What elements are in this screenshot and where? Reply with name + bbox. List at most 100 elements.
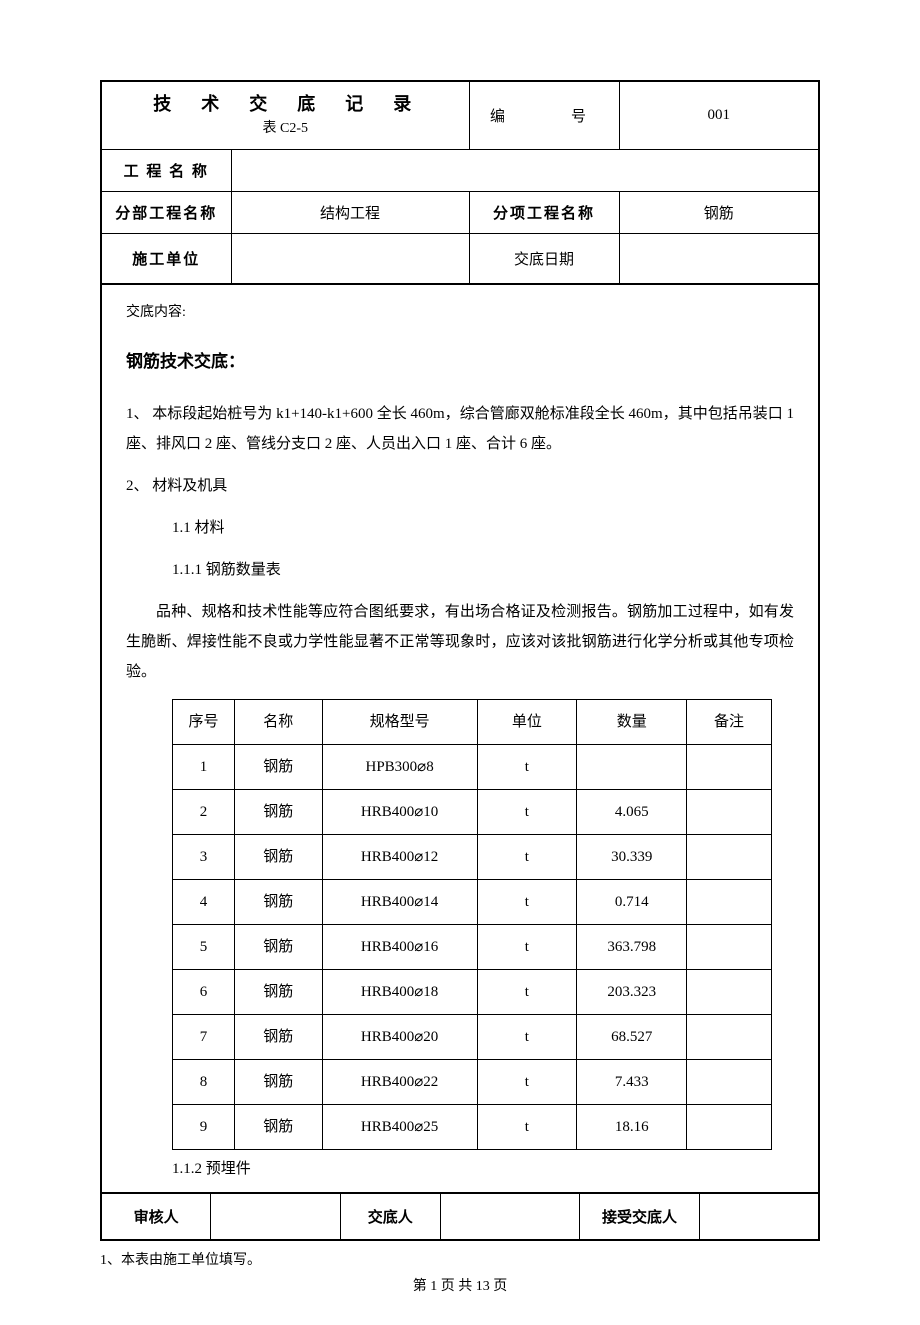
table-row: 8钢筋HRB400⌀22t7.433 (173, 1059, 772, 1104)
table-row: 6钢筋HRB400⌀18t203.323 (173, 969, 772, 1014)
table-cell (577, 744, 687, 789)
table-cell: 7.433 (577, 1059, 687, 1104)
table-cell: 钢筋 (234, 879, 322, 924)
content-body: 交底内容: 钢筋技术交底： 1、 本标段起始桩号为 k1+140-k1+600 … (100, 285, 820, 1192)
table-cell: t (477, 744, 577, 789)
table-cell: 钢筋 (234, 969, 322, 1014)
table-row: 2钢筋HRB400⌀10t4.065 (173, 789, 772, 834)
header-table: 技 术 交 底 记 录 表 C2-5 编 号 001 工 程 名 称 分部工程名… (100, 80, 820, 285)
table-cell: t (477, 969, 577, 1014)
subdiv-value: 结构工程 (231, 191, 469, 233)
table-cell (687, 1014, 772, 1059)
table-row: 7钢筋HRB400⌀20t68.527 (173, 1014, 772, 1059)
table-cell: t (477, 834, 577, 879)
quantity-col-3: 单位 (477, 699, 577, 744)
briefer-value (440, 1193, 580, 1240)
table-cell: HRB400⌀20 (322, 1014, 477, 1059)
table-cell: 5 (173, 924, 235, 969)
contractor-label: 施工单位 (101, 233, 231, 284)
table-cell: 钢筋 (234, 1059, 322, 1104)
table-cell: 203.323 (577, 969, 687, 1014)
table-cell: t (477, 879, 577, 924)
reviewer-value (211, 1193, 341, 1240)
table-row: 1钢筋HPB300⌀8t (173, 744, 772, 789)
date-value (619, 233, 819, 284)
table-cell: 68.527 (577, 1014, 687, 1059)
table-cell: t (477, 1014, 577, 1059)
table-cell: HRB400⌀16 (322, 924, 477, 969)
quantity-col-4: 数量 (577, 699, 687, 744)
table-cell: HRB400⌀25 (322, 1104, 477, 1149)
subitem-label: 分项工程名称 (469, 191, 619, 233)
table-cell: 钢筋 (234, 924, 322, 969)
para-6: 1.1.2 预埋件 (126, 1154, 794, 1184)
table-cell (687, 789, 772, 834)
quantity-col-1: 名称 (234, 699, 322, 744)
quantity-header-row: 序号名称规格型号单位数量备注 (173, 699, 772, 744)
table-row: 5钢筋HRB400⌀16t363.798 (173, 924, 772, 969)
doc-title-cell: 技 术 交 底 记 录 表 C2-5 (101, 81, 469, 149)
para-4: 1.1.1 钢筋数量表 (126, 555, 794, 585)
quantity-col-0: 序号 (173, 699, 235, 744)
proj-name-label: 工 程 名 称 (101, 149, 231, 191)
contractor-value (231, 233, 469, 284)
table-cell: 30.339 (577, 834, 687, 879)
table-cell: 4.065 (577, 789, 687, 834)
quantity-col-2: 规格型号 (322, 699, 477, 744)
subitem-value: 钢筋 (619, 191, 819, 233)
table-cell (687, 834, 772, 879)
table-cell (687, 924, 772, 969)
table-cell: 8 (173, 1059, 235, 1104)
quantity-col-5: 备注 (687, 699, 772, 744)
table-cell: HRB400⌀18 (322, 969, 477, 1014)
table-cell: 钢筋 (234, 834, 322, 879)
para-5: 品种、规格和技术性能等应符合图纸要求，有出场合格证及检测报告。钢筋加工过程中，如… (126, 597, 794, 687)
subdiv-label: 分部工程名称 (101, 191, 231, 233)
table-cell (687, 969, 772, 1014)
table-cell: 18.16 (577, 1104, 687, 1149)
para-2: 2、 材料及机具 (126, 471, 794, 501)
page-number: 第 1 页 共 13 页 (100, 1275, 820, 1295)
section-title: 钢筋技术交底： (126, 345, 794, 379)
table-cell: 钢筋 (234, 1014, 322, 1059)
table-row: 4钢筋HRB400⌀14t0.714 (173, 879, 772, 924)
briefer-label: 交底人 (340, 1193, 440, 1240)
code-value: 001 (619, 81, 819, 149)
table-cell: HRB400⌀10 (322, 789, 477, 834)
code-label: 编 号 (469, 81, 619, 149)
table-cell: 7 (173, 1014, 235, 1059)
table-cell: 钢筋 (234, 789, 322, 834)
doc-title: 技 术 交 底 记 录 (153, 94, 417, 114)
table-cell: HRB400⌀22 (322, 1059, 477, 1104)
table-cell: t (477, 1104, 577, 1149)
date-label: 交底日期 (469, 233, 619, 284)
reviewer-label: 审核人 (101, 1193, 211, 1240)
table-cell: 363.798 (577, 924, 687, 969)
signoff-table: 审核人 交底人 接受交底人 (100, 1192, 820, 1241)
table-cell: 钢筋 (234, 744, 322, 789)
quantity-body: 1钢筋HPB300⌀8t2钢筋HRB400⌀10t4.0653钢筋HRB400⌀… (173, 744, 772, 1149)
table-cell: HRB400⌀12 (322, 834, 477, 879)
proj-name-value (231, 149, 819, 191)
content-label: 交底内容: (126, 299, 794, 327)
table-cell: HPB300⌀8 (322, 744, 477, 789)
table-cell (687, 1104, 772, 1149)
table-cell: 3 (173, 834, 235, 879)
para-1: 1、 本标段起始桩号为 k1+140-k1+600 全长 460m，综合管廊双舱… (126, 399, 794, 459)
table-cell (687, 879, 772, 924)
footnote: 1、本表由施工单位填写。 (100, 1249, 820, 1269)
table-cell: 6 (173, 969, 235, 1014)
table-cell: 0.714 (577, 879, 687, 924)
table-cell (687, 744, 772, 789)
table-cell: t (477, 924, 577, 969)
table-cell: t (477, 789, 577, 834)
table-cell: 9 (173, 1104, 235, 1149)
receiver-value (699, 1193, 819, 1240)
table-row: 9钢筋HRB400⌀25t18.16 (173, 1104, 772, 1149)
table-row: 3钢筋HRB400⌀12t30.339 (173, 834, 772, 879)
table-cell: t (477, 1059, 577, 1104)
receiver-label: 接受交底人 (580, 1193, 700, 1240)
para-3: 1.1 材料 (126, 513, 794, 543)
table-cell: 钢筋 (234, 1104, 322, 1149)
table-cell: HRB400⌀14 (322, 879, 477, 924)
